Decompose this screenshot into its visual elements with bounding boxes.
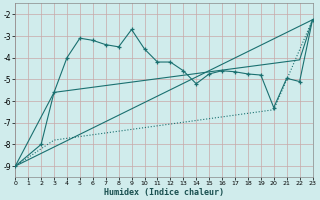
X-axis label: Humidex (Indice chaleur): Humidex (Indice chaleur) — [104, 188, 224, 197]
